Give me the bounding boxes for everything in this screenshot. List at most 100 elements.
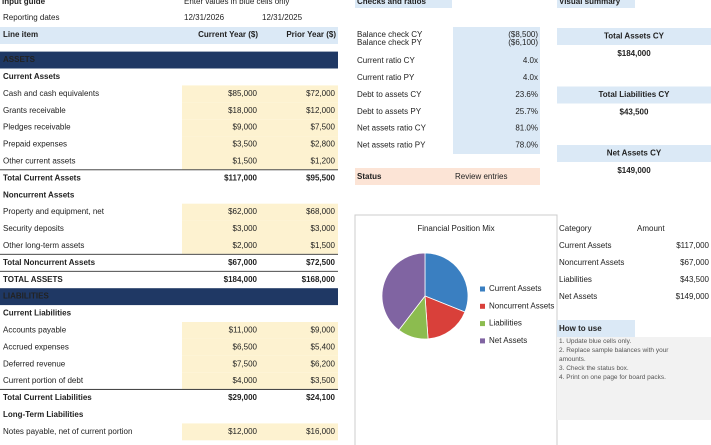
check-value: ($8,500) (508, 30, 538, 39)
category: Noncurrent Assets (559, 258, 624, 267)
value-bg (453, 27, 540, 154)
amount: $72,500 (306, 258, 335, 267)
line-item: Other long-term assets (3, 241, 84, 250)
cell-bg (182, 355, 260, 373)
amount: $11,000 (229, 326, 258, 335)
cell-bg (182, 85, 260, 103)
amount: $3,000 (233, 224, 258, 233)
section-title: How to use (559, 324, 602, 333)
card-header (557, 28, 711, 45)
column-header: Category (559, 224, 591, 233)
cell-bg (182, 322, 260, 339)
status-value: Review entries (455, 172, 507, 181)
amount: $62,000 (228, 207, 257, 216)
cell-bg (182, 153, 260, 170)
amount: $9,000 (311, 326, 336, 335)
cell-bg (260, 136, 338, 153)
column-header: Prior Year ($) (286, 30, 336, 39)
cell-bg (182, 119, 260, 137)
amount: $1,200 (311, 157, 336, 166)
amount: $67,000 (680, 258, 709, 267)
card-label: Net Assets CY (607, 149, 662, 158)
amount: $117,000 (676, 241, 709, 250)
cell-bg (260, 338, 338, 356)
cell-bg (182, 372, 260, 390)
amount: $7,500 (233, 359, 258, 368)
step: 2. Replace sample balances with your amo… (559, 347, 669, 363)
ratio-label: Current ratio CY (357, 56, 415, 65)
line-item: Other current assets (3, 157, 75, 166)
header-bg (557, 0, 635, 8)
group-label: Long-Term Liabilities (3, 410, 84, 419)
line-item: Total Current Liabilities (3, 393, 92, 402)
legend-label: Current Assets (489, 284, 541, 293)
amount: $9,000 (233, 123, 258, 132)
amount: $184,000 (224, 275, 258, 284)
cell-bg (182, 220, 260, 238)
ratio-value: 25.7% (515, 107, 538, 116)
card-value: $149,000 (617, 166, 651, 175)
card-value: $184,000 (617, 49, 651, 58)
ratio-value: 23.6% (515, 90, 538, 99)
cell-bg (260, 322, 338, 339)
section-title: Input guide (2, 0, 46, 6)
category: Net Assets (559, 292, 597, 301)
line-item: Cash and cash equivalents (3, 89, 99, 98)
steps: 1. Update blue cells only. 2. Replace sam… (559, 337, 689, 382)
legend-swatch (480, 286, 485, 292)
line-item: Prepaid expenses (3, 140, 67, 149)
cell-bg (260, 423, 338, 441)
line-item: Accounts payable (3, 326, 67, 335)
line-item: Property and equipment, net (3, 207, 105, 216)
line-item: TOTAL ASSETS (3, 275, 63, 284)
cell-bg (260, 119, 338, 137)
amount: $72,000 (306, 89, 335, 98)
chart-title: Financial Position Mix (417, 224, 494, 233)
line-item: Current portion of debt (3, 376, 84, 385)
legend-label: Net Assets (489, 336, 527, 345)
ratio-label: Debt to assets PY (357, 107, 422, 116)
ratio-value: 4.0x (523, 56, 538, 65)
notes-bg (557, 337, 711, 420)
cell-bg (182, 237, 260, 255)
amount: $24,100 (306, 393, 335, 402)
amount: $6,200 (311, 359, 336, 368)
amount: $4,000 (233, 376, 258, 385)
chart-area (354, 214, 558, 445)
check-label: Balance check CY (357, 30, 423, 39)
header-bg (355, 0, 452, 8)
card-header (557, 86, 711, 104)
notes: 1. Update blue cells only. 2. Replace sam… (559, 337, 689, 382)
section-title: Visual summary (559, 0, 621, 6)
line-item: Security deposits (3, 224, 64, 233)
amount: $67,000 (228, 258, 257, 267)
ratio-label: Debt to assets CY (357, 90, 422, 99)
cell-bg (260, 355, 338, 373)
line-item: Notes payable, net of current portion (3, 427, 132, 436)
legend-swatch (480, 321, 485, 327)
category: Current Assets (559, 241, 611, 250)
amount: $7,500 (311, 123, 336, 132)
cell-bg (182, 136, 260, 153)
status-label: Status (357, 172, 382, 181)
ratio-value: 4.0x (523, 73, 538, 82)
step: 3. Check the status box. (559, 365, 629, 372)
cell-bg (260, 85, 338, 103)
card-label: Total Assets CY (604, 32, 665, 41)
amount: $3,000 (311, 224, 336, 233)
header-bg (0, 27, 338, 44)
amount: $12,000 (228, 427, 257, 436)
amount: $12,000 (306, 106, 335, 115)
cell-bg (182, 423, 260, 441)
category: Liabilities (559, 275, 592, 284)
line-item: Total Noncurrent Assets (3, 258, 96, 267)
amount: $6,500 (233, 342, 258, 351)
amount: $3,500 (311, 376, 336, 385)
amount: $3,500 (233, 140, 258, 149)
cell-bg (260, 203, 338, 221)
cell-bg (182, 203, 260, 221)
ratio-value: 78.0% (515, 141, 538, 150)
column-header: Amount (637, 224, 665, 233)
column-header: Line item (3, 30, 38, 39)
